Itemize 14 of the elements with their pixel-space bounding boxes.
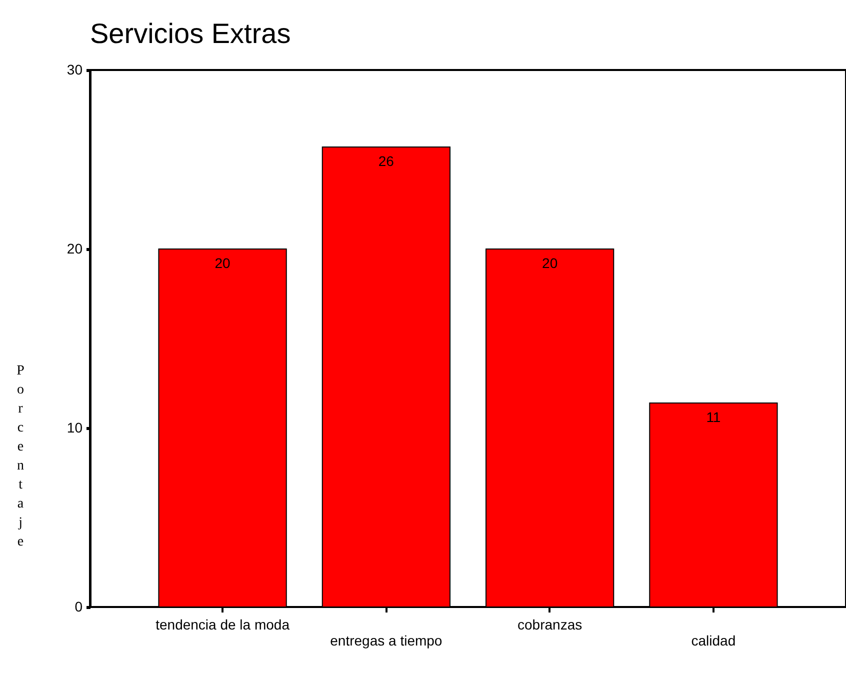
text: Porcentaje	[16, 364, 24, 550]
data-label: 20	[542, 255, 558, 271]
y-tick-label: 30	[66, 62, 83, 78]
chart-title: Servicios Extras	[90, 18, 291, 49]
y-tick-label: 20	[66, 240, 83, 256]
y-tick-label: 10	[66, 420, 83, 436]
y-tick-label: 0	[74, 598, 83, 614]
data-label: 26	[378, 152, 394, 169]
x-tick-label: calidad	[691, 632, 736, 648]
x-tick-label: entregas a tiempo	[330, 632, 442, 648]
x-tick-label: cobranzas	[518, 616, 582, 632]
data-label: 11	[706, 408, 721, 425]
x-tick-label: tendencia de la moda	[156, 616, 290, 632]
data-label: 20	[214, 255, 231, 271]
